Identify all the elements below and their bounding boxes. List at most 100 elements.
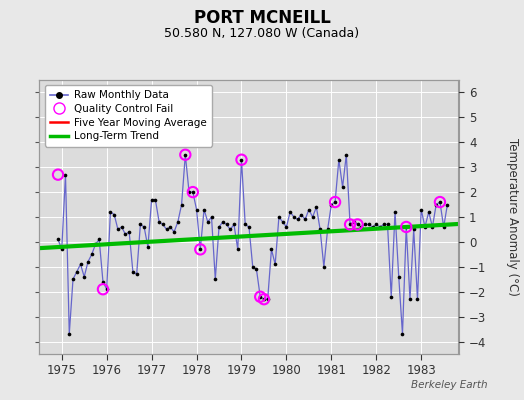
Point (80, 274, 89, 280)
Point (402, 224, 410, 230)
Point (110, 211, 118, 218)
Point (173, 219, 182, 225)
Point (436, 199, 444, 205)
Point (331, 199, 339, 205)
Point (241, 221, 249, 228)
Point (65, 331, 73, 337)
Point (304, 206, 313, 213)
Point (271, 261, 279, 268)
Point (245, 224, 253, 230)
Point (264, 296, 272, 302)
Point (297, 211, 305, 218)
Point (103, 286, 111, 292)
Point (185, 189, 193, 195)
Point (293, 216, 302, 223)
Point (406, 296, 414, 302)
Point (121, 231, 129, 238)
Point (162, 226, 171, 233)
Point (147, 196, 156, 203)
Point (339, 184, 347, 190)
Point (215, 224, 223, 230)
Point (88, 251, 96, 258)
Point (72, 269, 81, 275)
Point (77, 261, 85, 268)
Point (226, 226, 234, 233)
Point (95, 236, 103, 243)
Point (301, 216, 309, 223)
Point (428, 224, 436, 230)
Point (282, 224, 291, 230)
Point (410, 226, 418, 233)
Point (346, 221, 354, 228)
Point (395, 274, 403, 280)
Point (252, 266, 260, 272)
Point (421, 224, 429, 230)
Point (170, 229, 178, 235)
Point (222, 221, 231, 228)
Point (398, 331, 407, 337)
Point (155, 219, 163, 225)
Point (136, 221, 145, 228)
Point (237, 156, 246, 163)
Point (189, 189, 197, 195)
Point (204, 219, 212, 225)
Point (159, 221, 167, 228)
Point (413, 296, 422, 302)
Point (114, 226, 122, 233)
Point (286, 209, 294, 215)
Point (361, 221, 369, 228)
Point (256, 294, 265, 300)
Point (327, 201, 335, 208)
Point (267, 246, 276, 252)
Point (54, 172, 62, 178)
Point (387, 294, 396, 300)
Point (391, 209, 399, 215)
Point (234, 246, 242, 252)
Point (54, 236, 62, 243)
Point (178, 201, 186, 208)
Point (99, 278, 107, 285)
Point (189, 189, 197, 195)
Point (357, 224, 366, 230)
Point (376, 224, 384, 230)
Point (211, 276, 220, 282)
Point (144, 244, 152, 250)
Point (309, 214, 317, 220)
Point (384, 221, 392, 228)
Point (372, 221, 380, 228)
Point (320, 264, 328, 270)
Point (192, 206, 201, 213)
Point (140, 224, 148, 230)
Point (365, 221, 373, 228)
Point (260, 296, 268, 302)
Point (379, 221, 388, 228)
Point (436, 199, 444, 205)
Point (275, 214, 283, 220)
Legend: Raw Monthly Data, Quality Control Fail, Five Year Moving Average, Long-Term Tren: Raw Monthly Data, Quality Control Fail, … (45, 85, 212, 146)
Point (323, 226, 332, 233)
Point (248, 264, 257, 270)
Point (290, 214, 298, 220)
Point (181, 152, 190, 158)
Point (368, 224, 377, 230)
Point (316, 226, 324, 233)
Point (219, 219, 227, 225)
Point (230, 221, 238, 228)
Point (331, 199, 339, 205)
Point (335, 156, 343, 163)
Point (151, 196, 159, 203)
Point (61, 172, 70, 178)
Point (417, 206, 425, 213)
Point (424, 209, 433, 215)
Text: 50.580 N, 127.080 W (Canada): 50.580 N, 127.080 W (Canada) (165, 28, 359, 40)
Point (432, 201, 440, 208)
Point (125, 229, 133, 235)
Point (133, 271, 141, 278)
Text: Berkeley Earth: Berkeley Earth (411, 380, 487, 390)
Point (196, 246, 204, 252)
Point (99, 286, 107, 292)
Point (181, 152, 190, 158)
Point (312, 204, 321, 210)
Point (200, 206, 208, 213)
Point (84, 259, 92, 265)
